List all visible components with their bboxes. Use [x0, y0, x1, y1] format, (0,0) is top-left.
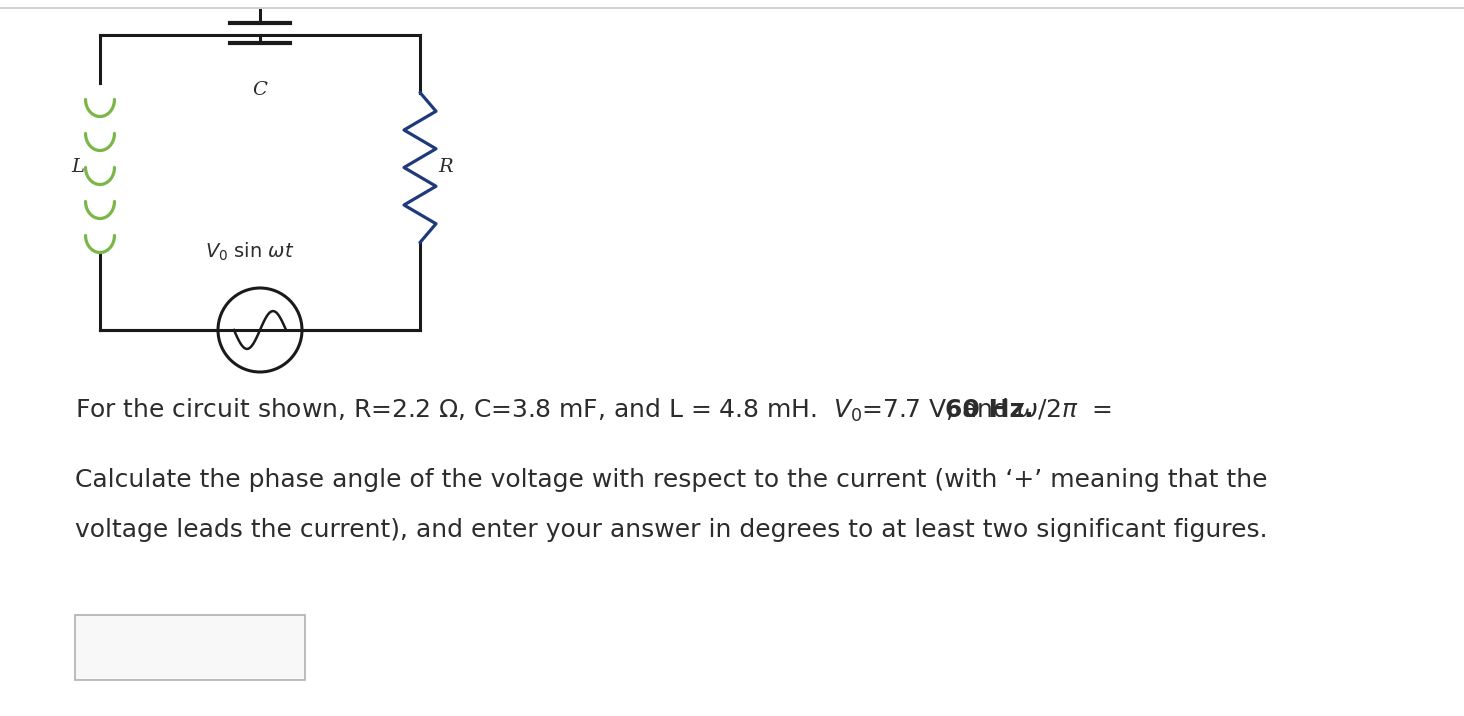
- Text: C: C: [253, 81, 268, 99]
- Text: L: L: [72, 158, 85, 177]
- Text: $V_0$ sin $\omega t$: $V_0$ sin $\omega t$: [205, 241, 294, 263]
- Text: R: R: [439, 158, 454, 177]
- Bar: [75, 615, 305, 680]
- Text: Calculate the phase angle of the voltage with respect to the current (with ‘+’ m: Calculate the phase angle of the voltage…: [75, 468, 1268, 492]
- Text: For the circuit shown, R=2.2 $\Omega$, C=3.8 mF, and L = 4.8 mH.  $\it{V}_0$=7.7: For the circuit shown, R=2.2 $\Omega$, C…: [75, 397, 1123, 424]
- Text: voltage leads the current), and enter your answer in degrees to at least two sig: voltage leads the current), and enter yo…: [75, 518, 1268, 542]
- Text: 60 Hz.: 60 Hz.: [944, 398, 1034, 422]
